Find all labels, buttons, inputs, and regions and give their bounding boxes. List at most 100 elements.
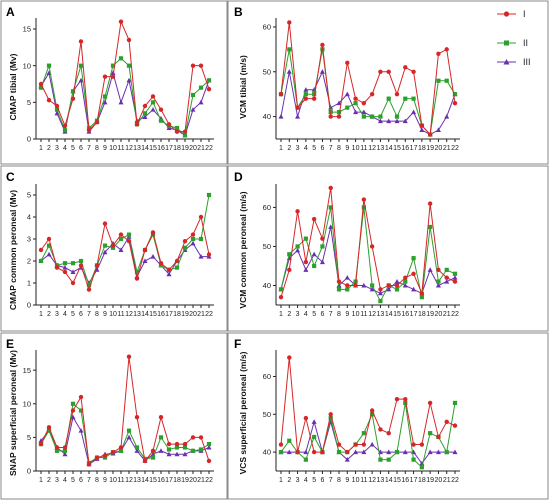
x-tick-label: 10: [352, 477, 360, 484]
data-point: [369, 286, 375, 292]
x-tick-label: 20: [435, 477, 443, 484]
data-point: [70, 269, 76, 274]
x-tick-label: 6: [79, 311, 83, 318]
data-point: [110, 63, 116, 68]
data-point: [320, 236, 325, 241]
x-tick-label: 12: [368, 477, 376, 484]
data-point: [411, 286, 417, 292]
x-tick-label: 12: [125, 145, 133, 152]
x-tick-label: 3: [296, 477, 300, 484]
data-point: [336, 449, 342, 455]
data-point: [311, 96, 317, 101]
data-point: [353, 96, 358, 101]
data-point: [311, 216, 317, 222]
x-tick-label: 21: [443, 477, 451, 484]
data-point: [378, 298, 383, 304]
data-point: [142, 247, 148, 253]
data-point: [435, 282, 441, 288]
x-tick-label: 7: [329, 311, 333, 318]
data-point: [369, 91, 375, 97]
x-tick-label: 19: [426, 477, 434, 484]
data-point: [198, 236, 204, 242]
data-point: [344, 457, 350, 462]
data-point: [344, 275, 350, 280]
data-point: [336, 287, 342, 292]
series-line: [40, 356, 210, 466]
data-point: [403, 96, 408, 101]
data-point: [295, 449, 300, 455]
data-point: [174, 441, 180, 447]
panel-label: A: [6, 5, 15, 19]
x-tick-label: 1: [279, 145, 283, 152]
series-line: [40, 415, 210, 466]
data-point: [134, 448, 140, 453]
data-point: [444, 278, 450, 284]
data-point: [62, 451, 68, 457]
data-point: [102, 453, 108, 458]
x-tick-label: 6: [320, 477, 324, 484]
x-tick-label: 22: [451, 477, 459, 484]
data-point: [452, 271, 458, 276]
x-tick-label: 1: [279, 477, 283, 484]
data-point: [38, 85, 44, 90]
data-point: [452, 100, 458, 106]
data-point: [361, 449, 367, 455]
data-point: [174, 125, 180, 131]
data-point: [303, 449, 309, 455]
x-tick-label: 17: [165, 311, 173, 318]
data-point: [126, 428, 132, 433]
x-tick-label: 19: [426, 311, 434, 318]
x-tick-label: 19: [181, 477, 189, 484]
data-point: [303, 236, 308, 241]
panel-label: D: [234, 170, 243, 184]
data-point: [102, 74, 108, 79]
data-point: [62, 269, 68, 275]
data-point: [150, 254, 156, 259]
x-tick-label: 16: [157, 477, 165, 484]
legend-marker-icon: [503, 59, 510, 65]
data-point: [86, 283, 92, 288]
data-point: [150, 107, 156, 112]
data-point: [166, 441, 172, 447]
x-tick-label: 10: [109, 477, 117, 484]
data-point: [345, 60, 350, 66]
x-tick-label: 13: [133, 311, 141, 318]
series-line: [280, 22, 456, 136]
x-tick-label: 17: [165, 477, 173, 484]
x-tick-label: 18: [173, 145, 181, 152]
x-tick-label: 2: [287, 477, 291, 484]
data-point: [278, 91, 284, 97]
data-point: [336, 279, 342, 284]
data-point: [190, 240, 196, 246]
x-tick-label: 12: [125, 311, 133, 318]
x-tick-label: 17: [410, 145, 418, 152]
data-point: [303, 259, 309, 265]
x-tick-label: 13: [377, 311, 385, 318]
x-tick-label: 15: [393, 477, 401, 484]
data-point: [435, 127, 441, 133]
x-tick-label: 14: [385, 311, 393, 318]
data-point: [198, 435, 204, 440]
data-point: [102, 243, 108, 248]
data-point: [86, 462, 92, 467]
data-point: [150, 232, 156, 237]
legend-label: II: [523, 38, 528, 48]
x-tick-label: 12: [125, 477, 133, 484]
data-point: [428, 224, 433, 230]
data-point: [46, 251, 52, 257]
x-tick-label: 20: [435, 145, 443, 152]
data-point: [427, 267, 433, 272]
data-point: [303, 267, 309, 272]
data-point: [278, 449, 284, 455]
data-point: [190, 448, 196, 453]
panel-E: E SNAP superficial peroneal (Mv) 0510151…: [0, 332, 228, 500]
data-point: [361, 282, 367, 288]
data-point: [102, 99, 108, 105]
data-point: [150, 448, 156, 454]
data-point: [182, 239, 188, 244]
data-point: [158, 415, 164, 420]
data-point: [118, 19, 124, 24]
data-point: [295, 209, 300, 214]
